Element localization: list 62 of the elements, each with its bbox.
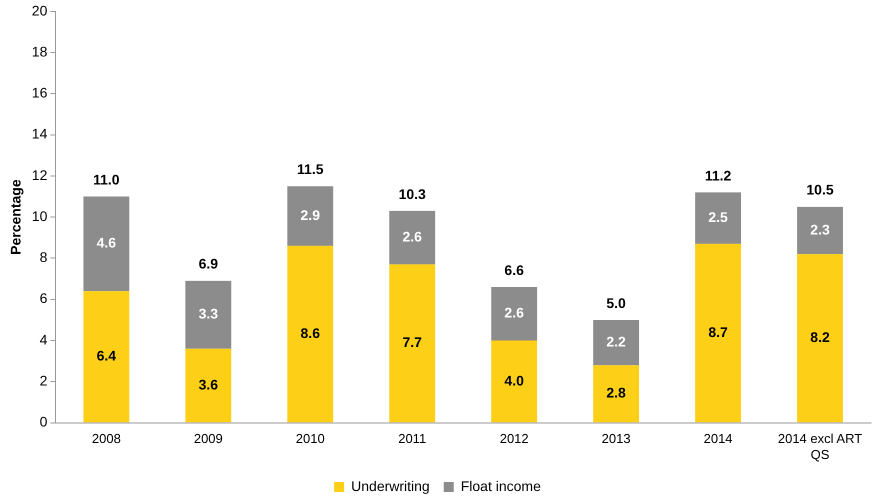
data-label: 3.3 [198, 306, 218, 322]
bar [695, 244, 742, 422]
total-label: 11.5 [297, 161, 324, 178]
bar [491, 340, 538, 422]
data-label: 2.8 [606, 384, 626, 401]
bar [695, 192, 742, 244]
data-label: 4.0 [504, 372, 524, 388]
total-label: 11.0 [93, 171, 120, 188]
data-label: 2.5 [708, 208, 728, 225]
bar [83, 196, 130, 292]
bar [797, 254, 843, 422]
bar [83, 291, 130, 422]
x-tick-label: 2009 [194, 431, 223, 446]
y-tick-label: 4 [40, 331, 48, 348]
total-label: 5.0 [606, 294, 626, 311]
y-tick-label: 16 [32, 84, 48, 101]
data-label: 7.7 [402, 334, 422, 350]
total-label: 6.9 [198, 256, 218, 272]
data-label: 2.9 [300, 206, 320, 223]
x-tick-label: 2014 excl ART QS [778, 431, 862, 462]
y-tick-label: 10 [32, 208, 48, 224]
x-tick-label: 2011 [398, 431, 426, 446]
legend-label: Float income [460, 478, 542, 494]
x-tick-label: 2008 [92, 431, 121, 446]
data-label: 2.6 [402, 228, 422, 245]
data-label: 8.2 [810, 329, 830, 346]
data-label: 8.6 [300, 324, 320, 341]
y-tick-label: 20 [32, 2, 48, 18]
bar [389, 264, 436, 422]
bar [593, 320, 640, 366]
total-label: 10.5 [806, 182, 834, 198]
x-tick-label: 2012 [500, 431, 529, 446]
bar [593, 365, 640, 422]
bar [491, 287, 538, 341]
y-tick-label: 8 [40, 249, 48, 266]
data-label: 2.6 [504, 304, 524, 321]
total-label: 10.3 [398, 186, 426, 202]
data-label: 3.6 [198, 376, 218, 392]
y-tick-label: 12 [32, 166, 48, 183]
total-label: 6.6 [504, 262, 524, 278]
x-tick-label: 2014 [704, 431, 733, 446]
data-label: 2.2 [606, 333, 626, 350]
x-tick-label: 2010 [296, 431, 325, 446]
bar [287, 246, 334, 422]
data-label: 2.3 [810, 221, 830, 238]
y-tick-label: 14 [32, 126, 48, 142]
legend-label: Underwriting [351, 478, 430, 494]
y-tick-label: 6 [40, 290, 48, 306]
total-label: 11.2 [704, 167, 732, 184]
bar [185, 348, 232, 422]
bar [389, 210, 436, 264]
bar [287, 186, 334, 246]
y-tick-label: 2 [40, 372, 48, 389]
bar [185, 280, 232, 349]
y-tick-label: 18 [32, 43, 48, 60]
data-label: 4.6 [96, 234, 116, 251]
y-tick-label: 0 [40, 414, 48, 430]
data-label: 8.7 [708, 324, 728, 340]
bar [797, 206, 843, 254]
x-tick-label: 2013 [602, 431, 631, 446]
data-label: 6.4 [96, 348, 116, 364]
y-axis-title: Percentage [7, 179, 24, 255]
